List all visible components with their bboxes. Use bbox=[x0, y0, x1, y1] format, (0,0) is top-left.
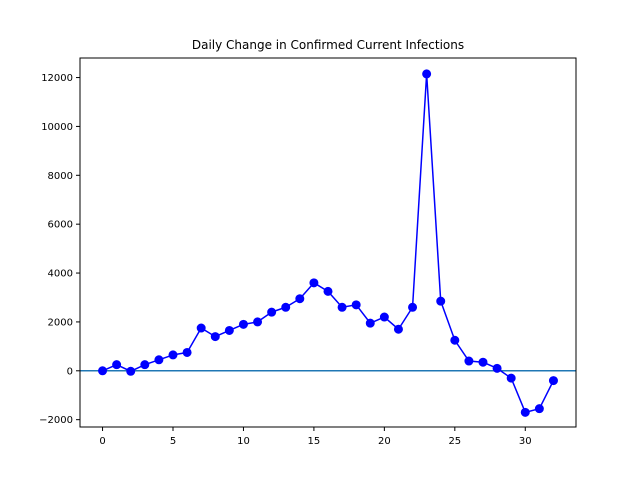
x-tick-label: 5 bbox=[170, 436, 176, 447]
data-point bbox=[281, 302, 291, 312]
y-tick-label: 8000 bbox=[48, 171, 73, 182]
y-tick-label: 6000 bbox=[48, 220, 73, 231]
data-point bbox=[506, 373, 516, 383]
y-tick-label: 12000 bbox=[41, 73, 73, 84]
x-tick-label: 15 bbox=[308, 436, 321, 447]
data-point bbox=[309, 278, 319, 288]
data-point bbox=[168, 350, 178, 360]
plot-area: 0 5 10 15 20 25 30 −2000 0 2000 4000 6000 8000 10000 1… bbox=[39, 69, 576, 447]
data-point bbox=[295, 294, 305, 304]
data-point bbox=[182, 347, 192, 357]
data-point bbox=[365, 318, 375, 328]
data-point bbox=[450, 335, 460, 345]
chart-title: Daily Change in Confirmed Current Infect… bbox=[192, 38, 464, 52]
data-point bbox=[464, 356, 474, 366]
data-point bbox=[196, 323, 206, 333]
x-tick-label: 20 bbox=[378, 436, 391, 447]
data-point bbox=[112, 360, 122, 370]
y-tick-label: 2000 bbox=[48, 317, 73, 328]
y-tick-label: −2000 bbox=[39, 415, 73, 426]
data-point bbox=[534, 404, 544, 414]
data-point bbox=[140, 360, 150, 370]
data-point bbox=[478, 357, 488, 367]
y-tick-label: 0 bbox=[67, 366, 73, 377]
data-point bbox=[98, 366, 108, 376]
data-point bbox=[436, 296, 446, 306]
data-point bbox=[337, 302, 347, 312]
data-point bbox=[492, 363, 502, 373]
data-point bbox=[393, 324, 403, 334]
data-point bbox=[253, 317, 263, 327]
x-tick-label: 10 bbox=[237, 436, 250, 447]
data-point bbox=[548, 376, 558, 386]
y-tick-label: 10000 bbox=[41, 122, 73, 133]
data-point bbox=[154, 355, 164, 365]
data-point bbox=[323, 286, 333, 296]
data-point bbox=[379, 312, 389, 322]
data-point bbox=[408, 302, 418, 312]
data-point bbox=[351, 300, 361, 310]
data-point bbox=[422, 69, 432, 79]
x-tick-label: 25 bbox=[448, 436, 461, 447]
data-point bbox=[267, 307, 277, 317]
plot-frame bbox=[79, 57, 577, 428]
data-point bbox=[520, 407, 530, 417]
data-point bbox=[238, 319, 248, 329]
data-point bbox=[126, 366, 136, 376]
x-tick-label: 0 bbox=[99, 436, 105, 447]
data-point bbox=[210, 332, 220, 342]
x-tick-label: 30 bbox=[519, 436, 532, 447]
data-point bbox=[224, 325, 234, 335]
y-tick-label: 4000 bbox=[48, 269, 73, 280]
